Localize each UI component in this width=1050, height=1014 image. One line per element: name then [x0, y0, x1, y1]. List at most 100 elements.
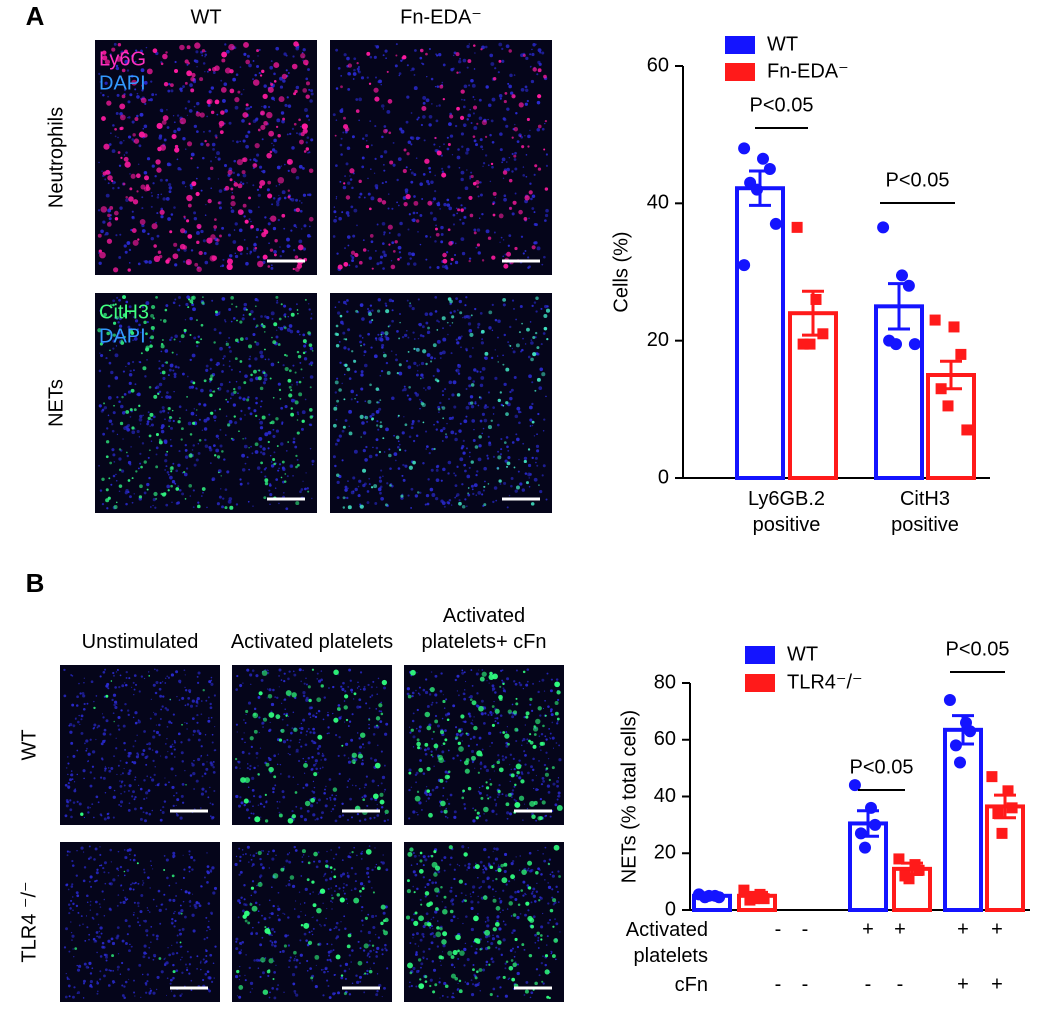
micrograph-signal — [186, 703, 190, 706]
micrograph-signal — [490, 62, 495, 66]
micrograph-signal — [117, 969, 119, 971]
micrograph-signal — [249, 764, 252, 768]
micrograph-signal — [174, 69, 179, 74]
micrograph-signal — [286, 853, 289, 856]
micrograph-signal — [472, 819, 476, 823]
micrograph-signal — [404, 449, 407, 452]
micrograph-signal — [248, 196, 252, 200]
micrograph-signal — [291, 814, 297, 819]
micrograph-signal — [169, 338, 172, 342]
micrograph-signal — [302, 480, 304, 483]
micrograph-signal — [317, 752, 320, 755]
micrograph-signal — [379, 399, 382, 402]
micrograph-signal — [301, 123, 308, 130]
micrograph-signal — [411, 694, 414, 698]
micrograph-signal — [168, 884, 171, 887]
micrograph-signal — [224, 506, 228, 510]
micrograph-signal — [295, 501, 300, 506]
micrograph-signal — [485, 85, 489, 89]
micrograph-signal — [487, 797, 490, 800]
micrograph-signal — [516, 140, 520, 144]
micrograph-signal — [76, 773, 78, 776]
micrograph-signal — [104, 178, 107, 181]
micrograph-signal — [190, 249, 194, 252]
micrograph-signal — [146, 358, 148, 361]
micrograph-signal — [417, 692, 420, 695]
micrograph-signal — [254, 450, 259, 454]
micrograph-signal — [155, 159, 161, 165]
micrograph-signal — [497, 361, 500, 363]
micrograph-signal — [187, 891, 191, 895]
micrograph-signal — [167, 412, 170, 414]
micrograph-signal — [198, 904, 202, 908]
micrograph-signal — [119, 421, 124, 426]
micrograph-signal — [252, 805, 254, 807]
micrograph-signal — [347, 328, 351, 332]
micrograph-signal — [129, 173, 131, 175]
micrograph-signal — [470, 669, 473, 671]
micrograph-signal — [167, 89, 171, 93]
micrograph-signal — [187, 306, 190, 309]
micrograph-signal — [382, 353, 387, 358]
micrograph-signal — [497, 398, 501, 403]
micrograph-signal — [94, 939, 98, 943]
micrograph-signal — [479, 676, 485, 682]
micrograph-signal — [311, 756, 314, 759]
micrograph-signal — [83, 682, 85, 684]
micrograph-signal — [191, 717, 195, 720]
micrograph-signal — [246, 54, 250, 58]
micrograph-signal — [270, 464, 275, 468]
micrograph-signal — [209, 928, 211, 930]
micrograph-signal — [230, 195, 235, 200]
micrograph-signal — [368, 727, 371, 730]
micrograph-signal — [255, 376, 259, 381]
micrograph-signal — [172, 854, 176, 858]
micrograph-signal — [342, 506, 346, 509]
micrograph-signal — [162, 53, 168, 60]
micrograph-signal — [370, 240, 374, 244]
micrograph-signal — [264, 432, 269, 437]
micrograph-signal — [463, 803, 466, 806]
micrograph-signal — [532, 744, 537, 749]
micrograph-signal — [532, 768, 535, 772]
micrograph-signal — [239, 965, 241, 968]
micrograph-signal — [198, 439, 202, 442]
micrograph-signal — [195, 319, 198, 322]
micrograph-signal — [520, 53, 524, 58]
micrograph-signal — [76, 800, 79, 803]
micrograph-signal — [528, 374, 532, 379]
micrograph-signal — [478, 217, 481, 219]
micrograph-signal — [458, 499, 461, 502]
micrograph-signal — [308, 119, 310, 121]
micrograph-signal — [196, 66, 198, 68]
micrograph-signal — [470, 404, 475, 409]
micrograph-signal — [376, 946, 380, 950]
micrograph-signal — [431, 103, 433, 105]
micrograph-signal — [218, 206, 222, 210]
micrograph-signal — [431, 493, 436, 497]
micrograph-signal — [363, 196, 366, 199]
micrograph-signal — [239, 796, 242, 799]
micrograph-signal — [98, 935, 101, 939]
micrograph-signal — [269, 991, 271, 994]
micrograph-signal — [462, 720, 465, 723]
micrograph-signal — [479, 383, 484, 388]
micrograph-signal — [230, 187, 234, 191]
micrograph-signal — [106, 507, 109, 510]
micrograph-signal — [518, 331, 521, 334]
micrograph-signal — [471, 488, 474, 491]
micrograph-signal — [467, 493, 471, 497]
micrograph-signal — [126, 241, 131, 245]
micrograph-signal — [115, 316, 120, 320]
micrograph-signal — [497, 450, 500, 453]
micrograph-signal — [494, 197, 497, 199]
micrograph-signal — [341, 211, 344, 214]
micrograph-signal — [190, 76, 195, 82]
micrograph-signal — [299, 731, 303, 734]
micrograph-signal — [357, 65, 360, 68]
micrograph-signal — [215, 448, 220, 453]
micrograph-signal — [196, 713, 199, 717]
micrograph-signal — [528, 477, 531, 479]
micrograph-signal — [298, 200, 301, 202]
micrograph-signal — [85, 915, 88, 917]
